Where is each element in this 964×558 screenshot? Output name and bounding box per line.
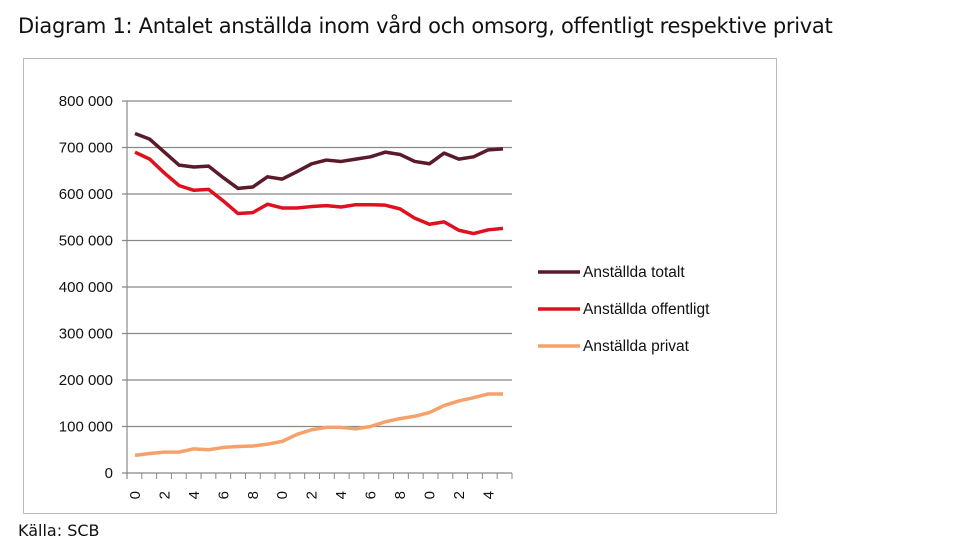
y-tick-label: 800 000	[59, 93, 113, 110]
y-tick-label: 500 000	[59, 233, 113, 250]
y-tick-label: 600 000	[59, 186, 113, 203]
x-tick-label: 2	[156, 491, 173, 499]
series-line-2	[134, 392, 503, 458]
x-tick-label: 8	[392, 491, 409, 499]
x-tick-label: 4	[333, 491, 350, 499]
y-tick-label: 300 000	[59, 326, 113, 343]
legend-label: Anställda privat	[583, 338, 690, 355]
y-tick-label: 0	[105, 465, 113, 482]
y-tick-label: 100 000	[59, 419, 113, 436]
series-line-0	[134, 131, 504, 191]
x-tick-label: 0	[127, 491, 144, 499]
x-tick-label: 0	[274, 491, 291, 499]
legend-label: Anställda offentligt	[583, 301, 710, 318]
y-tick-label: 200 000	[59, 372, 113, 389]
legend-label: Anställda totalt	[583, 264, 685, 281]
x-tick-label: 4	[480, 491, 497, 499]
source-note: Källa: SCB	[18, 521, 100, 540]
x-tick-label: 2	[304, 491, 321, 499]
chart-frame	[23, 58, 777, 514]
y-tick-label: 400 000	[59, 279, 113, 296]
chart-title: Diagram 1: Antalet anställda inom vård o…	[18, 14, 833, 38]
x-tick-label: 2	[451, 491, 468, 499]
y-tick-label: 700 000	[59, 140, 113, 157]
x-tick-label: 6	[363, 491, 380, 499]
series-line-1	[134, 150, 504, 236]
x-tick-label: 8	[245, 491, 262, 499]
x-tick-label: 4	[186, 491, 203, 499]
x-tick-label: 0	[421, 491, 438, 499]
x-tick-label: 6	[215, 491, 232, 499]
